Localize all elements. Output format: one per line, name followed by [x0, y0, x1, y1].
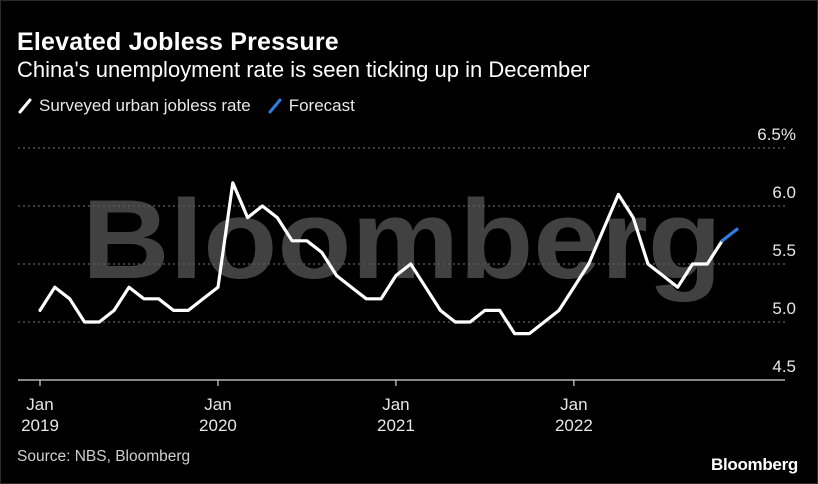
y-tick-label: 4.5 — [772, 357, 796, 376]
y-tick-label: 5.0 — [772, 299, 796, 318]
x-tick-label-month: Jan — [204, 395, 231, 414]
x-tick-label-month: Jan — [26, 395, 53, 414]
legend-label-actual: Surveyed urban jobless rate — [39, 96, 251, 115]
x-tick-label-year: 2019 — [21, 416, 59, 435]
chart-legend: Surveyed urban jobless rate Forecast — [17, 96, 371, 116]
y-tick-label: 6.0 — [772, 183, 796, 202]
legend-label-forecast: Forecast — [288, 96, 355, 115]
chart-axes: 6.5% 6.0 5.5 5.0 4.5 Jan 2019 Jan 2020 Jan 2021 Jan… — [18, 125, 796, 435]
chart-subtitle: China's unemployment rate is seen tickin… — [17, 57, 590, 82]
series-line-forecast — [720, 227, 739, 243]
bloomberg-logo: Bloomberg — [710, 455, 798, 474]
chart-title: Elevated Jobless Pressure — [17, 28, 339, 56]
x-tick-label-year: 2020 — [199, 416, 237, 435]
legend-swatch-forecast-icon — [268, 98, 282, 114]
x-tick-label-year: 2021 — [377, 416, 415, 435]
source-note: Source: NBS, Bloomberg — [17, 448, 191, 465]
x-tick-label-month: Jan — [382, 395, 409, 414]
legend-item-actual: Surveyed urban jobless rate — [17, 96, 251, 116]
series-line-actual — [38, 181, 724, 336]
y-tick-label: 6.5% — [757, 125, 796, 144]
x-tick-label-month: Jan — [560, 395, 587, 414]
x-tick-label-year: 2022 — [555, 416, 593, 435]
legend-swatch-actual-icon — [18, 98, 32, 114]
legend-item-forecast: Forecast — [267, 96, 355, 116]
y-tick-label: 5.5 — [772, 241, 796, 260]
chart-series — [38, 181, 739, 336]
watermark-text: Bloomberg — [82, 177, 722, 302]
